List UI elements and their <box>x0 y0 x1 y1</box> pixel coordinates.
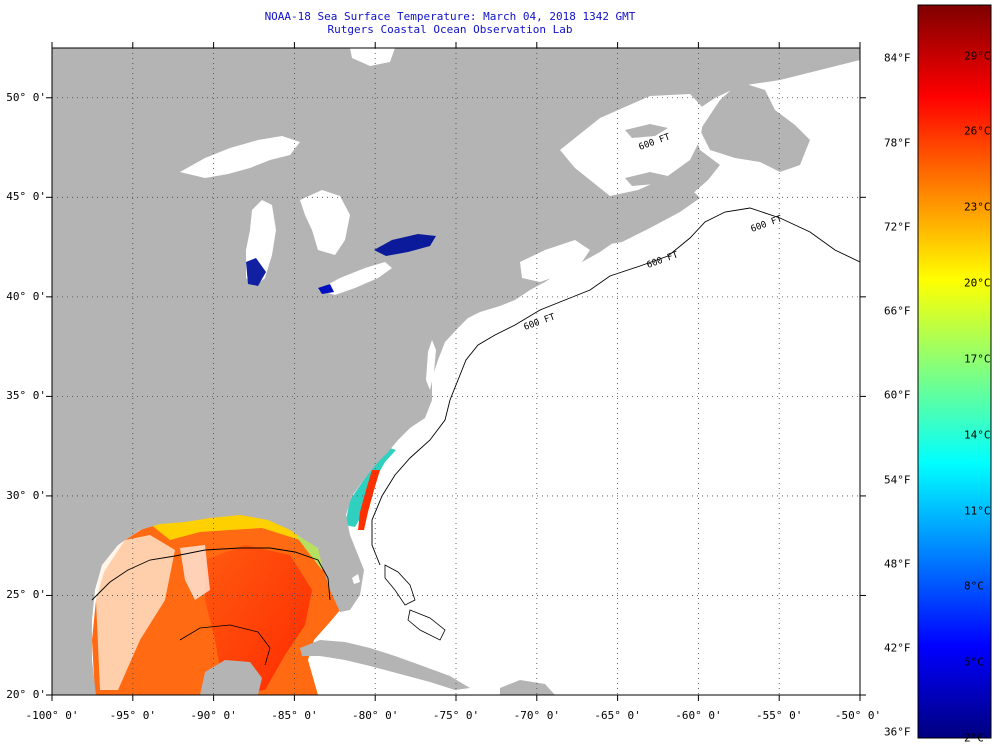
isobath-contour-inner <box>179 624 271 666</box>
colorbar-celsius-label: 2°C <box>964 731 984 745</box>
longitude-tick-label: -50° 0' <box>834 709 882 722</box>
land-anticosti <box>625 124 668 138</box>
latitude-tick-label: 30° 0' <box>6 488 46 502</box>
colorbar-celsius-label: 5°C <box>964 655 984 669</box>
gulf-stream-sst <box>358 470 380 530</box>
colorbar-fahrenheit-label: 42°F <box>884 641 911 655</box>
longitude-tick-label: -65° 0' <box>594 709 641 722</box>
land-nova-scotia <box>588 188 700 246</box>
colorbar-fahrenheit-label: 54°F <box>884 473 911 487</box>
colorbar-celsius-label: 20°C <box>964 276 991 290</box>
latitude-tick-label: 45° 0' <box>6 190 46 204</box>
chesapeake-bay <box>426 340 436 390</box>
isobath-contour <box>91 207 860 601</box>
colorbar-celsius-label: 23°C <box>964 200 991 214</box>
land-hispaniola <box>500 680 555 695</box>
land-yucatan <box>200 660 262 695</box>
longitude-tick-label: -100° 0' <box>25 709 79 722</box>
land-cuba <box>300 640 470 690</box>
colorbar-celsius-label: 14°C <box>964 428 991 442</box>
longitude-tick-label: -60° 0' <box>675 709 722 722</box>
loop-current-area <box>205 545 312 695</box>
colorbar-celsius-label: 8°C <box>964 579 984 593</box>
longitude-tick-label: -95° 0' <box>109 709 156 722</box>
map-title: NOAA-18 Sea Surface Temperature: March 0… <box>264 10 636 23</box>
lake-huron <box>300 190 350 255</box>
colorbar-celsius-label: 29°C <box>964 49 991 63</box>
lake-michigan-sst <box>246 258 266 286</box>
longitude-tick-label: -75° 0' <box>432 709 480 722</box>
colorbar-fahrenheit-label: 60°F <box>884 388 911 402</box>
latitude-tick-label: 35° 0' <box>6 389 46 403</box>
colorbar-fahrenheit-label: 66°F <box>884 304 911 318</box>
gulf-cloud-patch <box>180 545 210 600</box>
hudson-bay <box>350 48 395 66</box>
lake-erie <box>318 262 392 295</box>
longitude-tick-label: -55° 0' <box>756 709 803 722</box>
longitude-tick-label: -85° 0' <box>271 709 318 722</box>
gulf-cloud-patch <box>96 535 175 690</box>
land-newfoundland <box>700 82 810 172</box>
colorbar-fahrenheit-label: 72°F <box>884 220 911 234</box>
colorbar-celsius-label: 26°C <box>964 124 991 138</box>
colorbar-fahrenheit-label: 48°F <box>884 557 911 571</box>
land-pei <box>625 172 668 186</box>
longitude-tick-label: -80° 0' <box>352 709 399 722</box>
latitude-tick-label: 25° 0' <box>6 588 46 602</box>
latitude-tick-label: 50° 0' <box>6 90 46 104</box>
bahamas-banks <box>384 564 446 641</box>
latitude-tick-label: 40° 0' <box>6 289 46 303</box>
lake-okeechobee <box>352 574 360 584</box>
longitude-tick-label: -90° 0' <box>190 709 237 722</box>
longitude-tick-label: -70° 0' <box>513 709 560 722</box>
axis-ticks <box>46 42 866 701</box>
map-subtitle: Rutgers Coastal Ocean Observation Lab <box>327 23 573 36</box>
colorbar-fahrenheit-label: 36°F <box>884 725 911 739</box>
lake-superior <box>180 136 300 178</box>
lake-ontario <box>374 234 436 256</box>
colorbar-celsius-label: 17°C <box>964 352 991 366</box>
lake-erie-sst <box>318 284 334 294</box>
colorbar-fahrenheit-label: 78°F <box>884 136 911 150</box>
colorbar-fahrenheit-label: 84°F <box>884 51 911 65</box>
gulf-st-lawrence <box>560 94 705 196</box>
colorbar-celsius-label: 11°C <box>964 504 991 518</box>
latitude-tick-label: 20° 0' <box>6 688 46 701</box>
colorbar <box>917 4 992 739</box>
gulf-of-maine <box>520 240 590 282</box>
